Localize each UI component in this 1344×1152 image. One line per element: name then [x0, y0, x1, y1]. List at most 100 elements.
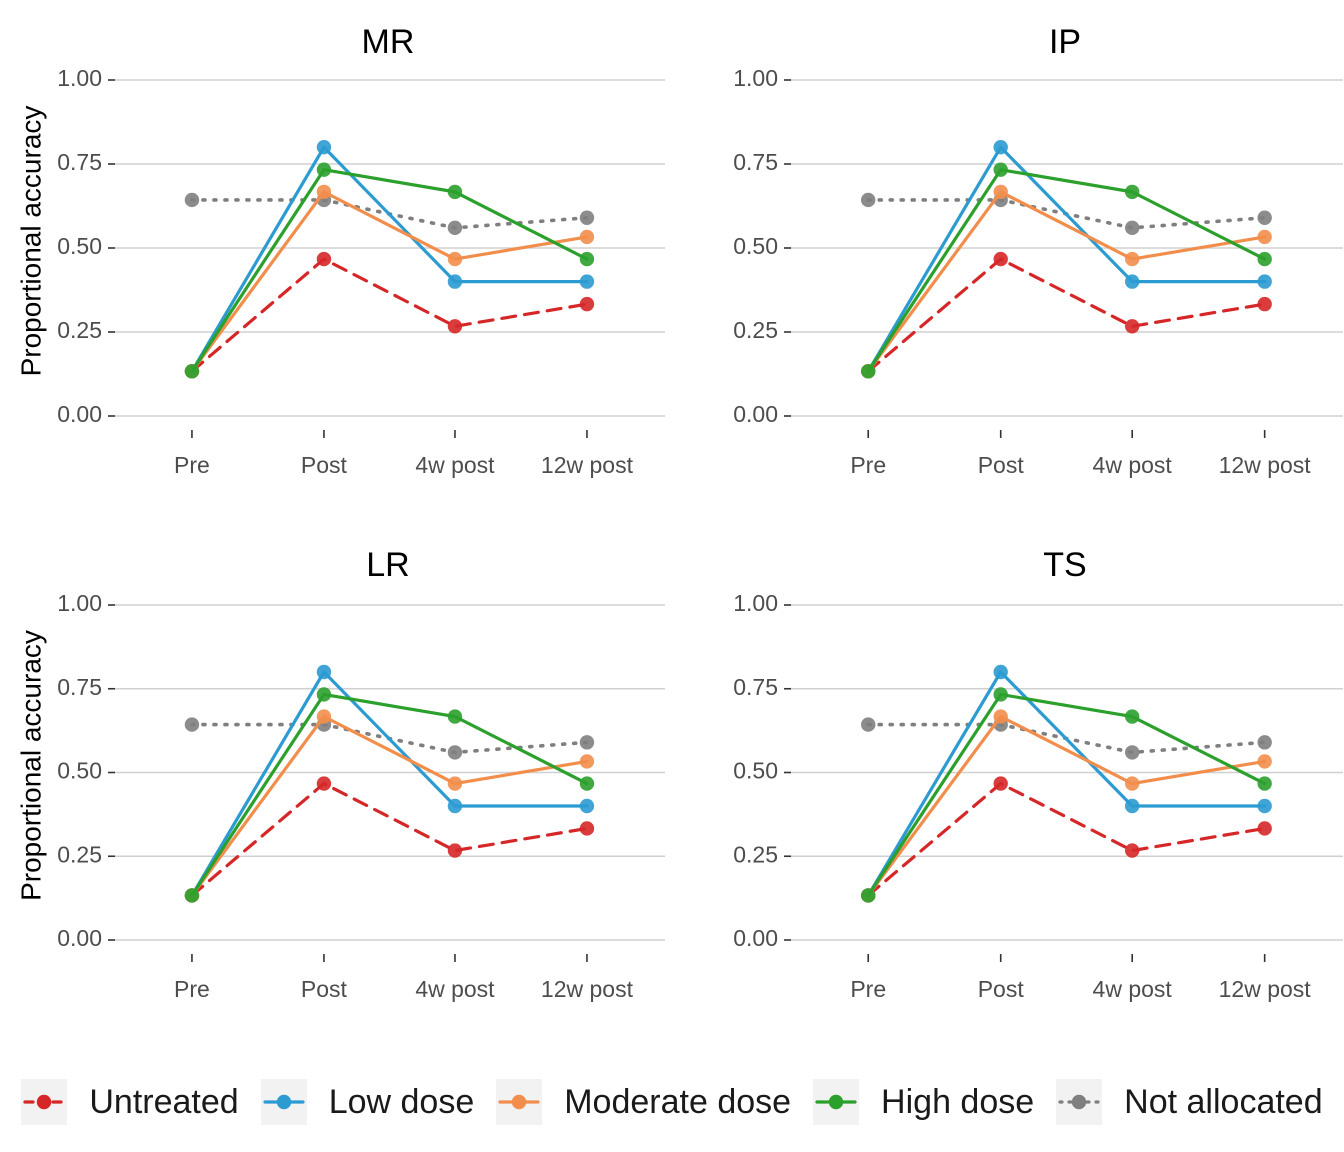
panel-title: MR: [362, 23, 415, 61]
data-point: [579, 229, 595, 245]
data-point: [1124, 843, 1140, 858]
y-axis-label: Proportional accuracy: [15, 630, 46, 901]
y-tick-label: 1.00: [733, 65, 778, 91]
data-point: [184, 192, 200, 208]
x-tick-label: Pre: [174, 452, 210, 478]
data-point: [861, 717, 876, 732]
y-axis-label: Proportional accuracy: [15, 106, 46, 377]
x-tick-label: Pre: [850, 976, 886, 1002]
data-point: [1257, 210, 1272, 225]
series-line: [190, 145, 589, 373]
x-tick-label: 4w post: [415, 976, 495, 1002]
y-tick-label: 0.00: [57, 925, 102, 951]
y-tick-label: 0.00: [733, 401, 778, 427]
y-tick-label: 0.00: [733, 925, 778, 951]
data-point: [447, 274, 463, 289]
x-tick-label: 4w post: [1093, 976, 1173, 1002]
x-tick-label: Post: [301, 452, 348, 478]
x-tick-label: 4w post: [1093, 452, 1173, 478]
legend-key-swatch: [813, 1079, 860, 1125]
legend-item-low-dose: Low dose: [260, 1079, 475, 1125]
y-tick-label: 1.00: [733, 590, 778, 616]
y-tick-label: 1.00: [57, 65, 102, 91]
y-tick-label: 0.50: [57, 233, 102, 259]
data-point: [447, 843, 463, 858]
data-point: [447, 220, 463, 236]
y-tick-label: 0.25: [733, 841, 778, 867]
data-point: [579, 296, 595, 312]
data-point: [1257, 821, 1272, 836]
data-point: [1124, 709, 1140, 724]
y-tick-label: 0.25: [733, 317, 778, 343]
y-tick-label: 0.50: [57, 758, 102, 784]
y-tick-label: 0.50: [733, 233, 778, 259]
legend-key-swatch: [260, 1079, 307, 1125]
x-tick-label: Post: [978, 452, 1025, 478]
data-point: [993, 162, 1008, 177]
series-low-dose: [861, 140, 1272, 379]
series-line: [866, 670, 1267, 898]
data-point: [1124, 184, 1140, 200]
x-tick-label: Post: [301, 976, 348, 1002]
series-low-dose: [861, 664, 1272, 903]
series-line: [190, 692, 589, 898]
panel-title: IP: [1049, 23, 1081, 61]
y-tick-label: 0.00: [57, 401, 102, 427]
panel-title: LR: [366, 546, 409, 584]
legend-key-swatch: [21, 1079, 68, 1125]
data-point: [1257, 754, 1272, 769]
data-point: [316, 162, 332, 177]
data-point: [447, 798, 463, 814]
series-low-dose: [184, 664, 595, 903]
data-point: [1257, 296, 1272, 312]
data-point: [993, 709, 1008, 724]
data-point: [579, 821, 595, 836]
data-point: [1124, 274, 1140, 289]
y-tick-label: 0.75: [57, 149, 102, 175]
data-point: [1124, 319, 1140, 334]
data-point: [1257, 251, 1272, 267]
series-line: [190, 781, 589, 898]
data-point: [1257, 776, 1272, 791]
legend-label: Untreated: [89, 1082, 239, 1121]
data-point: [861, 364, 876, 379]
data-point: [1257, 274, 1272, 289]
series-high-dose: [861, 687, 1272, 903]
data-point: [1257, 229, 1272, 245]
legend-item-untreated: Untreated: [21, 1079, 239, 1125]
y-tick-label: 0.75: [733, 674, 778, 700]
series-line: [190, 714, 589, 898]
series-low-dose: [184, 140, 595, 379]
series-moderate-dose: [184, 184, 595, 379]
data-point: [579, 210, 595, 225]
data-point: [579, 735, 595, 750]
data-point: [1257, 798, 1272, 814]
y-tick-label: 0.75: [57, 674, 102, 700]
data-point: [993, 664, 1008, 680]
data-point: [447, 319, 463, 334]
data-point: [316, 140, 332, 155]
series-untreated: [861, 776, 1272, 903]
legend-item-not-allocated: Not allocated: [1056, 1079, 1323, 1125]
data-point: [184, 888, 200, 903]
series-high-dose: [184, 687, 595, 903]
x-tick-label: Post: [978, 976, 1025, 1002]
data-point: [447, 251, 463, 267]
data-point: [579, 798, 595, 814]
legend-label: Low dose: [328, 1082, 475, 1121]
data-point: [316, 251, 332, 267]
series-line: [866, 692, 1267, 898]
data-point: [447, 709, 463, 724]
data-point: [447, 184, 463, 200]
facet-panel-ip: IP 0.00 0.25 0.50 0.75 1.00 Pre Post 4w post 12w …: [733, 23, 1343, 478]
data-point: [447, 745, 463, 760]
data-point: [316, 709, 332, 724]
series-untreated: [184, 776, 595, 903]
series-high-dose: [184, 162, 595, 379]
data-point: [1124, 745, 1140, 760]
data-point: [993, 251, 1008, 267]
data-point: [1124, 251, 1140, 267]
series-line: [866, 714, 1267, 898]
series-line: [190, 670, 589, 898]
